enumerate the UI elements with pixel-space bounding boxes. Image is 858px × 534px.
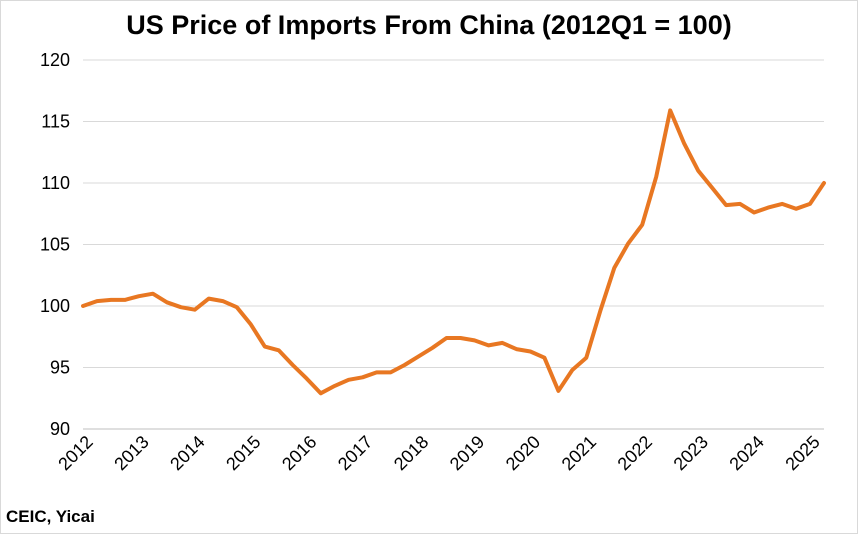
x-tick-label: 2016 [278, 432, 320, 474]
series-line [81, 108, 826, 396]
x-tick-label: 2014 [166, 432, 208, 474]
y-axis-ticks: 90 95 100 105 110 115 120 [40, 50, 70, 439]
y-tick-label: 110 [41, 173, 70, 193]
gridlines [83, 59, 824, 368]
x-tick-label: 2017 [334, 432, 376, 474]
x-tick-label: 2020 [502, 432, 544, 474]
x-axis-ticks: 2012 2013 2014 2015 2016 2017 2018 2019 2020 2021… [54, 432, 823, 474]
x-tick-label: 2024 [725, 432, 767, 474]
x-tick-label: 2013 [110, 432, 152, 474]
x-tick-label: 2019 [446, 432, 488, 474]
chart-title: US Price of Imports From China (2012Q1 =… [126, 10, 732, 40]
y-tick-label: 115 [41, 112, 70, 132]
x-tick-label: 2015 [222, 432, 264, 474]
y-tick-label: 120 [40, 50, 70, 70]
x-tick-label: 2025 [781, 432, 823, 474]
y-tick-label: 95 [50, 358, 70, 378]
x-tick-label: 2022 [614, 432, 656, 474]
x-tick-label: 2018 [390, 432, 432, 474]
y-tick-label: 90 [50, 419, 70, 439]
x-tick-label: 2023 [670, 432, 712, 474]
y-tick-label: 100 [40, 296, 70, 316]
x-tick-label: 2021 [558, 432, 600, 474]
source-note: CEIC, Yicai [6, 507, 95, 526]
y-tick-label: 105 [40, 235, 70, 255]
